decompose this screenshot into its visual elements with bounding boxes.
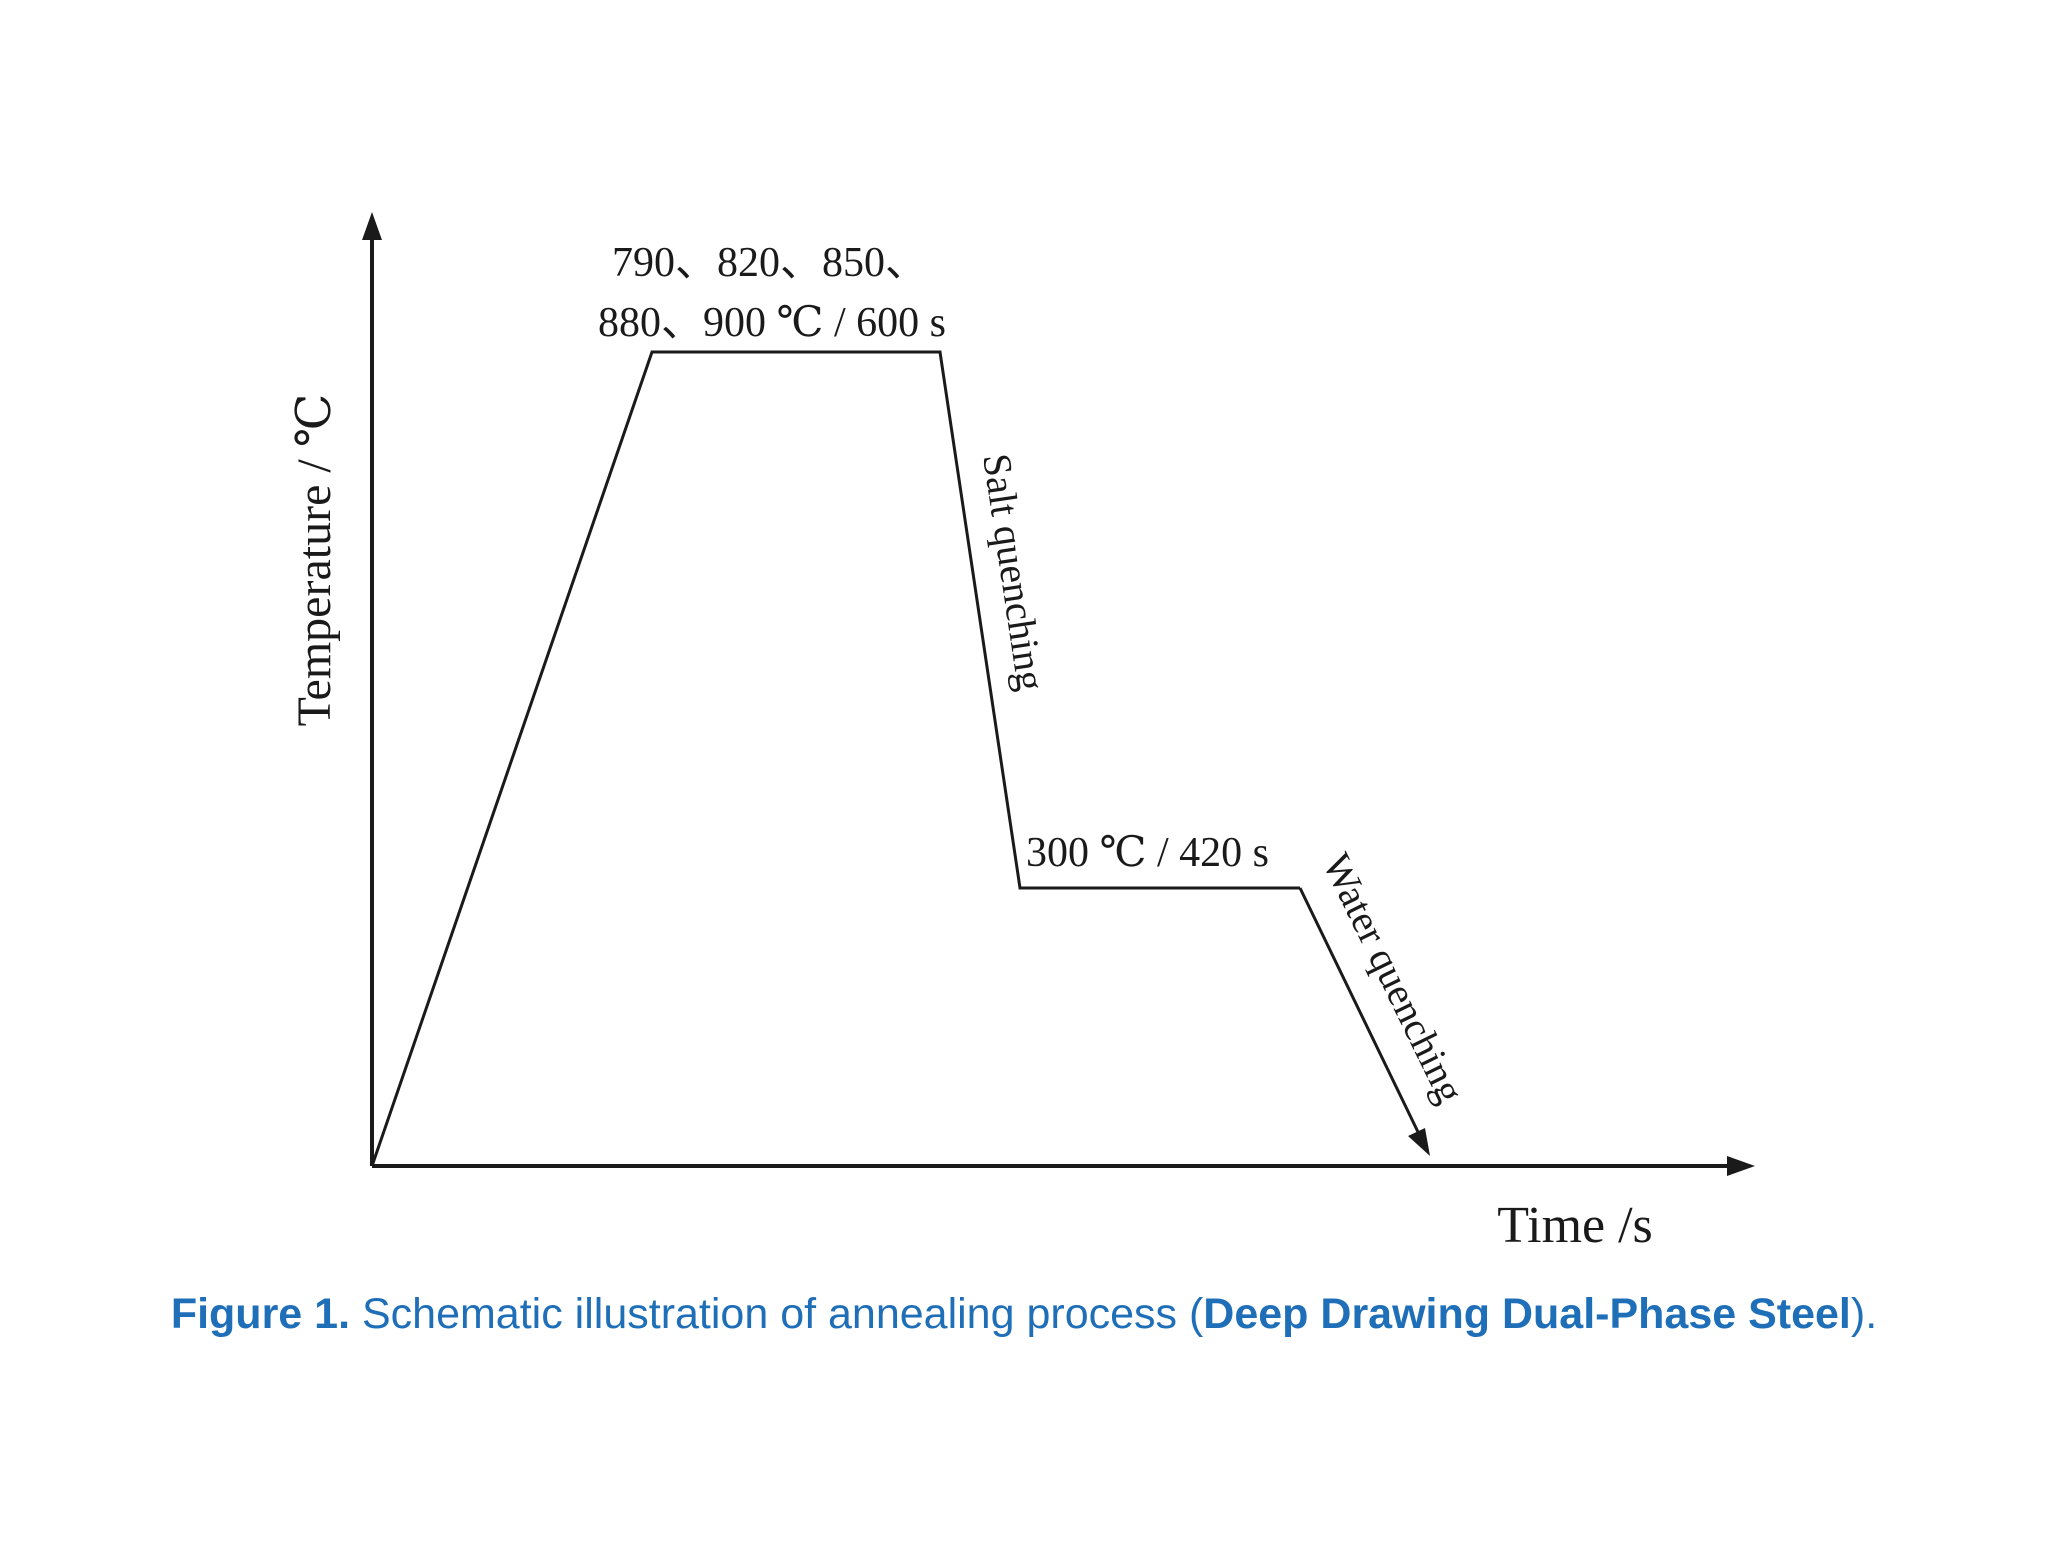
figure-caption: Figure 1. Schematic illustration of anne… — [0, 1290, 2048, 1339]
y-axis-label: Temperature / ℃ — [288, 394, 341, 727]
soak-temps-label-line1: 790、820、850、 — [612, 240, 927, 286]
isothermal-hold-label: 300 ℃ / 420 s — [1026, 830, 1269, 876]
caption-bold-term: Deep Drawing Dual-Phase Steel — [1203, 1290, 1851, 1338]
water-quenching-label: Water quenching — [1314, 846, 1473, 1109]
x-axis-label: Time /s — [1497, 1197, 1653, 1254]
caption-end: ). — [1850, 1290, 1878, 1338]
water-quench-line — [1298, 887, 1420, 1133]
figure-number: Figure 1. — [170, 1290, 351, 1338]
x-axis-arrowhead — [1727, 1156, 1755, 1176]
water-quench-arrowhead — [1408, 1128, 1430, 1156]
y-axis-arrowhead — [362, 212, 382, 240]
soak-temps-label-line2: 880、900 ℃ / 600 s — [598, 300, 946, 346]
process-curve — [370, 350, 1300, 1167]
caption-text: Schematic illustration of annealing proc… — [350, 1290, 1204, 1338]
